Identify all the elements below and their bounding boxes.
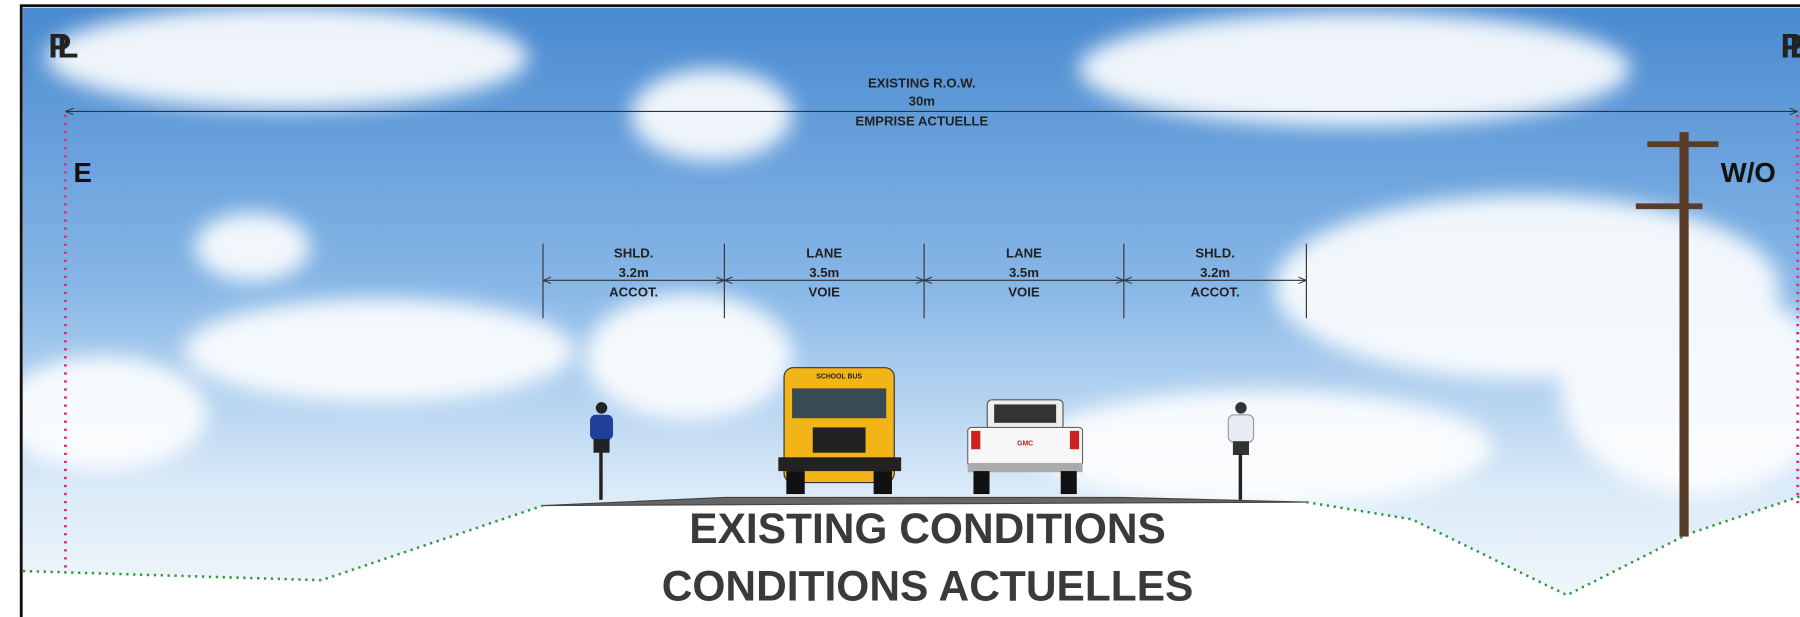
row-title: EXISTING R.O.W. [868, 75, 976, 90]
lane-width: 3.2m [1200, 265, 1230, 280]
lane-name-fr: ACCOT. [609, 284, 658, 299]
lane-name-fr: ACCOT. [1191, 284, 1240, 299]
lane-name: SHLD. [614, 245, 654, 260]
row-width: 30m [909, 94, 935, 109]
lane-name: SHLD. [1195, 245, 1235, 260]
cross-section: SCHOOL BUS GMC PL PL [0, 0, 1800, 617]
bus-label: SCHOOL BUS [816, 374, 862, 381]
page: {"markers": {"property_line_left": "PL",… [0, 0, 1800, 617]
side-label: E [73, 157, 91, 188]
caption-title-fr: CONDITIONS ACTUELLES [662, 564, 1194, 611]
lane-name-fr: VOIE [808, 284, 840, 299]
lane-name-fr: VOIE [1008, 284, 1040, 299]
lane-name: LANE [806, 245, 842, 260]
lane-width: 3.5m [809, 265, 839, 280]
lane-name: LANE [1006, 245, 1042, 260]
school-bus: SCHOOL BUS [778, 368, 901, 494]
scene: SCHOOL BUS GMC PL PL [0, 6, 1800, 617]
lane-width: 3.5m [1009, 265, 1039, 280]
lane-width: 3.2m [619, 265, 649, 280]
side-label: W/O [1721, 157, 1776, 188]
truck-label: GMC [1017, 440, 1033, 447]
caption-title: EXISTING CONDITIONS [689, 506, 1166, 553]
row-title-fr: EMPRISE ACTUELLE [855, 113, 988, 128]
